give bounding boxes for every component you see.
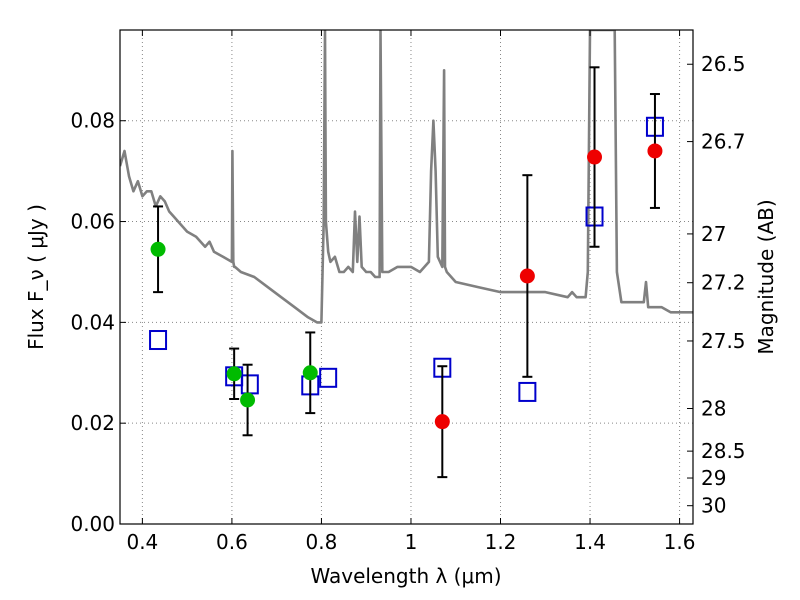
plot-frame	[119, 29, 694, 525]
x-tick-label: 1.4	[574, 530, 606, 554]
y-tick-label: 0.08	[70, 109, 115, 133]
x-tick-label: 1	[405, 530, 418, 554]
mag-tick-label: 27.5	[701, 329, 746, 353]
x-tick-label: 1.2	[485, 530, 517, 554]
model-square-marker	[149, 330, 168, 351]
mag-tick-label: 27.2	[701, 271, 746, 295]
data-point-marker	[150, 241, 166, 257]
axes: 0.4 0.6 0.8 1 1.2 1.4 1.6 0.00 0.02 0.04 0.06 0.08 2…	[70, 29, 746, 554]
x-tick-label: 1.6	[664, 530, 696, 554]
model-square-marker	[518, 381, 537, 402]
x-tick-label: 0.6	[216, 530, 248, 554]
x-axis-title: Wavelength λ (μm)	[310, 564, 501, 588]
data-point-marker	[240, 392, 256, 408]
data-point-marker	[647, 143, 663, 159]
model-square-marker	[319, 367, 338, 388]
y-tick-label: 0.06	[70, 210, 115, 234]
y-tick-label: 0.02	[70, 411, 115, 435]
x-tick-label: 0.4	[126, 530, 158, 554]
data-point-marker	[434, 414, 450, 430]
data-point-marker	[587, 149, 603, 165]
mag-tick-label: 30	[701, 494, 726, 518]
x-tick-label: 0.8	[306, 530, 338, 554]
data-point-marker	[302, 365, 318, 381]
y-tick-label: 0.00	[70, 512, 115, 536]
plot-area	[120, 30, 693, 479]
mag-tick-label: 29	[701, 466, 726, 490]
mag-tick-label: 27	[701, 222, 726, 246]
mag-tick-label: 28	[701, 397, 726, 421]
y-tick-label: 0.04	[70, 310, 115, 334]
plot-content	[120, 30, 693, 479]
y-axis-title: Flux F_ν ( μJy )	[24, 204, 48, 350]
right-axis-title: Magnitude (AB)	[754, 199, 778, 354]
mag-tick-label: 28.5	[701, 439, 746, 463]
data-point-marker	[226, 366, 242, 382]
template-spectrum-line	[120, 30, 693, 324]
mag-tick-label: 26.7	[701, 130, 746, 154]
data-point-marker	[519, 268, 535, 284]
mag-tick-label: 26.5	[701, 52, 746, 76]
